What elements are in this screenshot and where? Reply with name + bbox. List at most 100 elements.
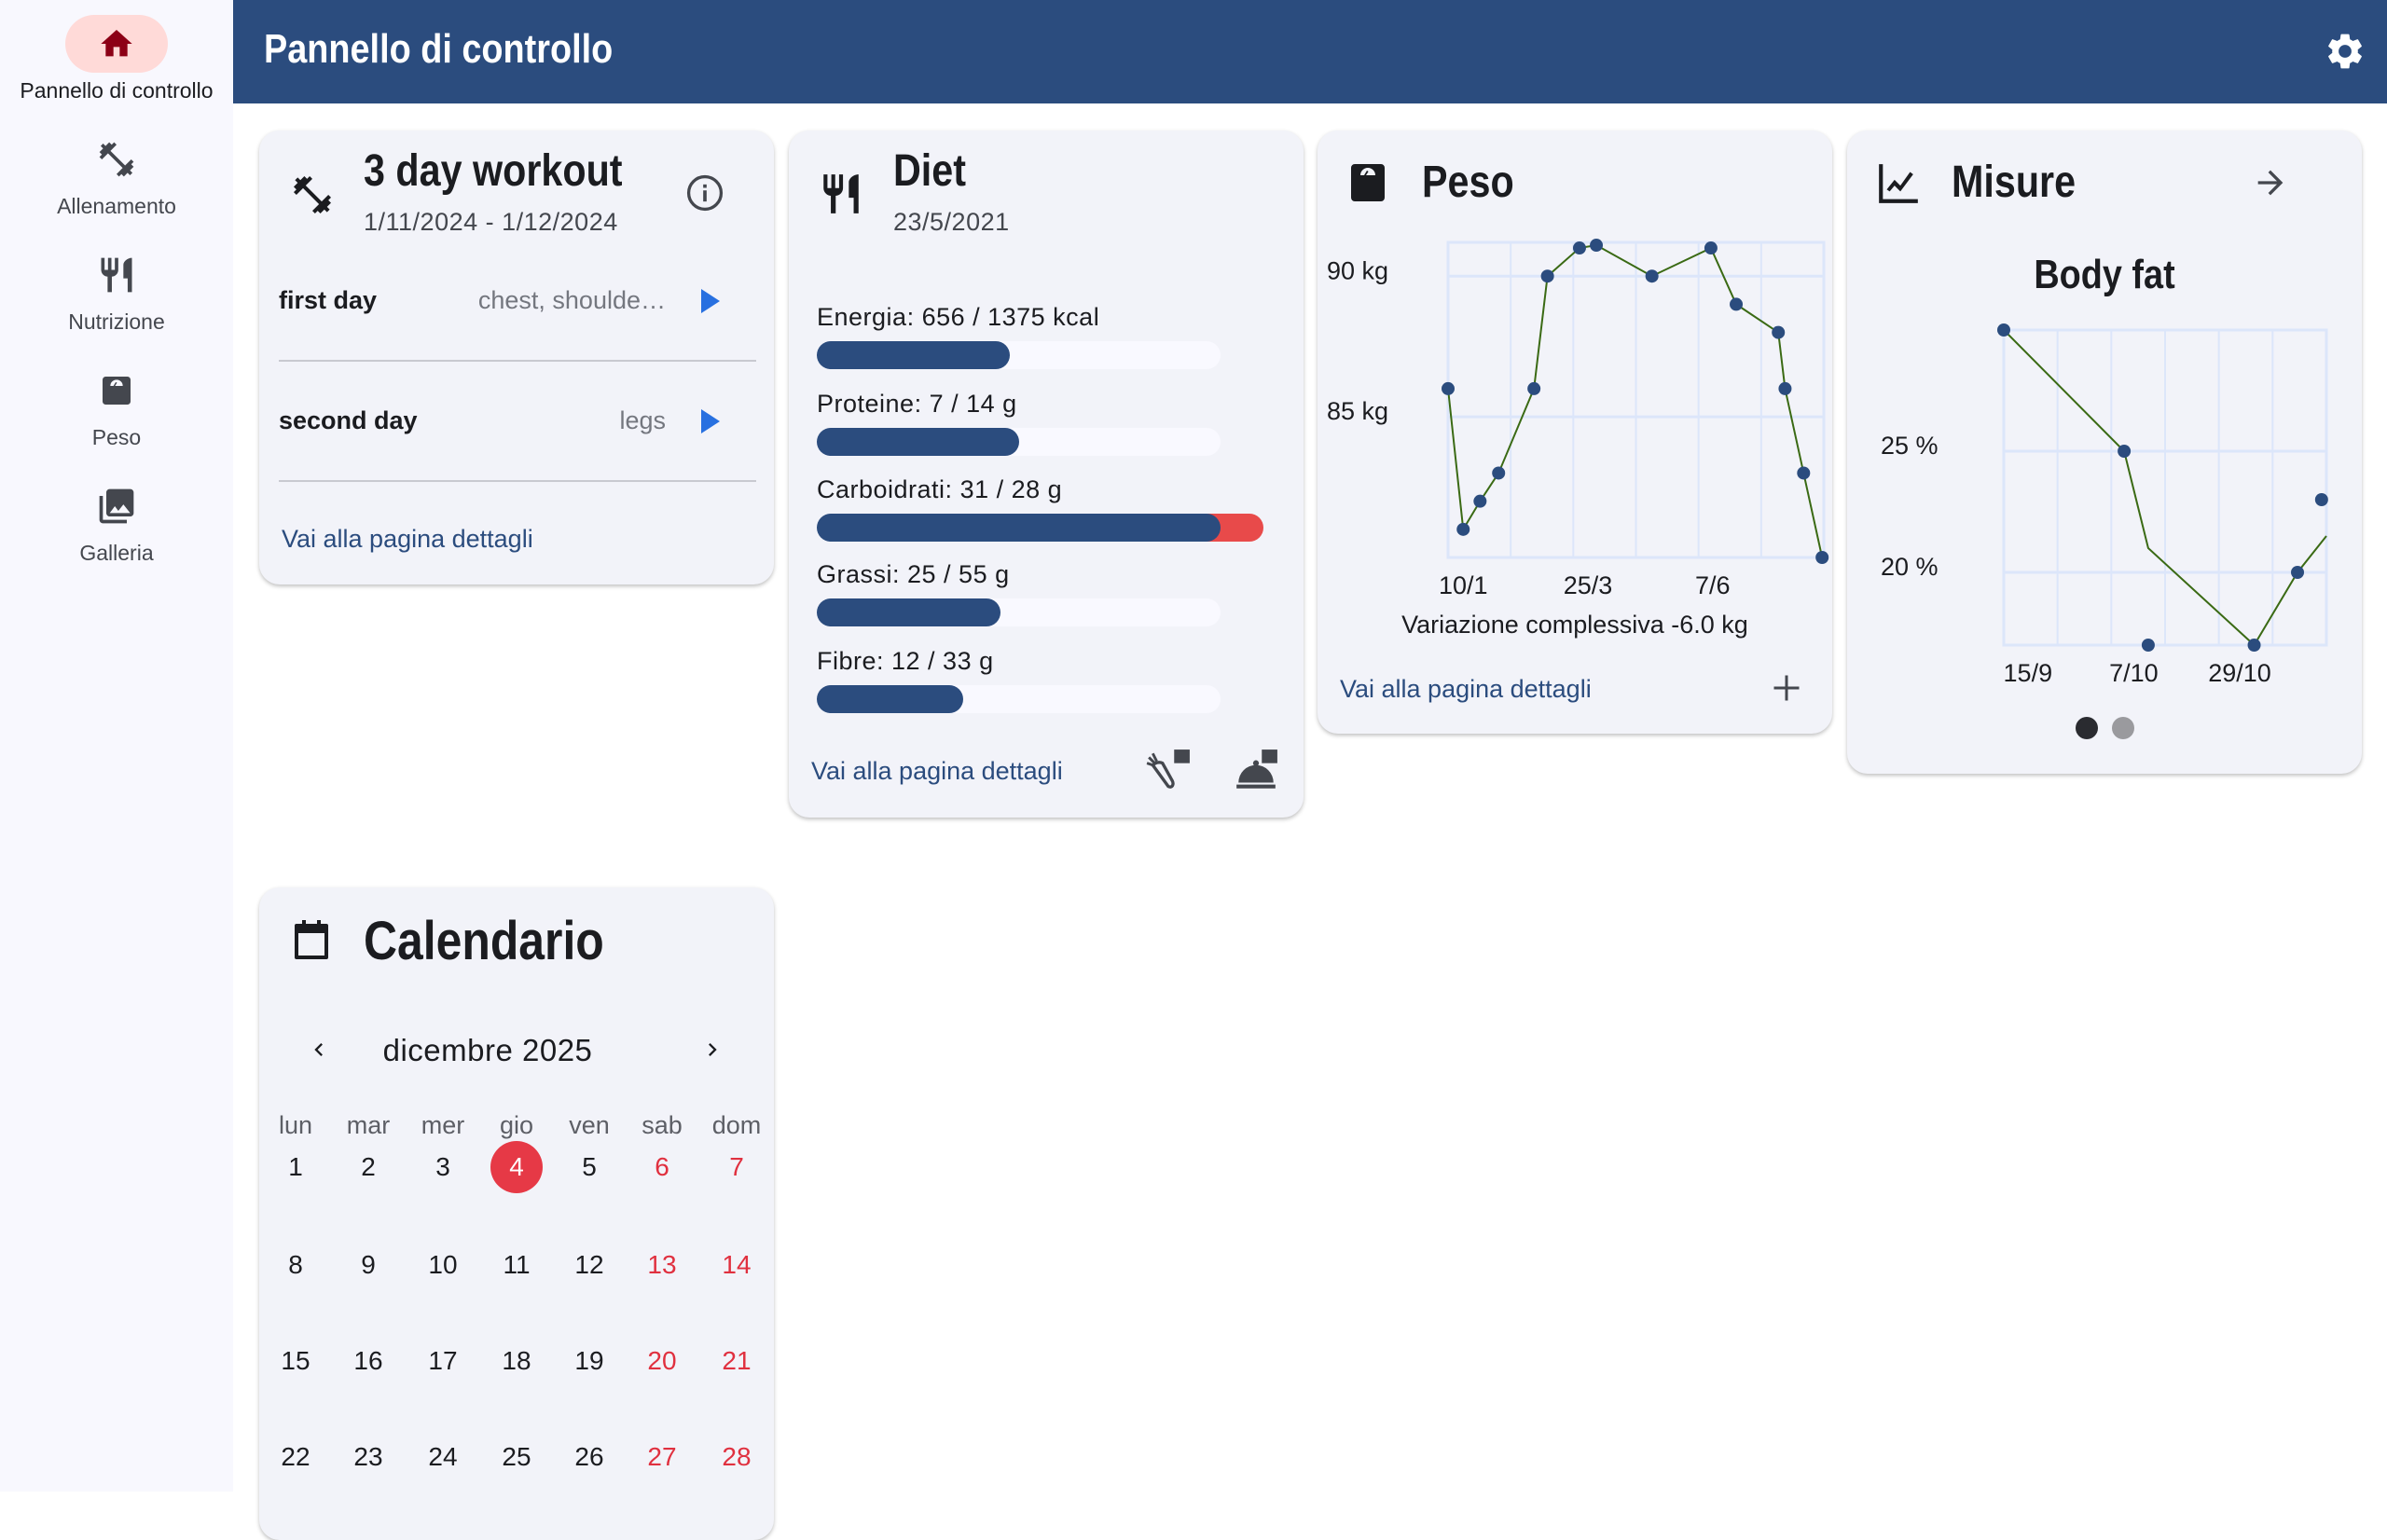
workout-details-link[interactable]: Vai alla pagina dettagli: [282, 525, 533, 553]
data-point: [2247, 639, 2261, 652]
nav-item-dashboard[interactable]: Pannello di controllo: [0, 15, 233, 103]
divider: [279, 360, 756, 362]
calendar-day[interactable]: 10: [428, 1250, 458, 1279]
previous-month-button[interactable]: [306, 1037, 332, 1063]
home-icon: [65, 15, 168, 73]
page-indicator-dot-active[interactable]: [2076, 717, 2098, 739]
data-point: [2291, 566, 2305, 579]
calendar-day[interactable]: 19: [574, 1346, 604, 1375]
calendar-day[interactable]: 28: [722, 1442, 752, 1471]
calendar-day[interactable]: 8: [288, 1250, 303, 1279]
nav-item-workout[interactable]: Allenamento: [0, 131, 233, 219]
add-meal-icon[interactable]: [1233, 748, 1279, 794]
y-tick-label: 90 kg: [1327, 256, 1388, 284]
next-month-button[interactable]: [699, 1037, 725, 1063]
settings-button[interactable]: [2324, 30, 2366, 77]
data-point: [1572, 241, 1586, 255]
divider: [279, 480, 756, 482]
dumbbell-icon: [294, 176, 331, 213]
weight-title: Peso: [1422, 158, 1514, 207]
nav-item-nutrition[interactable]: Nutrizione: [0, 246, 233, 335]
diet-details-link[interactable]: Vai alla pagina dettagli: [811, 757, 1063, 785]
arrow-forward-button[interactable]: [2252, 164, 2289, 201]
calendar-day[interactable]: 25: [502, 1442, 531, 1471]
calendar-day[interactable]: 17: [428, 1346, 458, 1375]
calendar-day[interactable]: 27: [647, 1442, 677, 1471]
measures-title: Misure: [1952, 158, 2077, 207]
data-point: [1815, 551, 1829, 564]
calendar-day[interactable]: 6: [655, 1152, 669, 1181]
measures-card: Misure Body fat 20 % 25 % 15/9 7/10 29/10: [1847, 131, 2362, 774]
progress-fill: [817, 514, 1221, 542]
x-tick-label: 29/10: [2208, 659, 2271, 687]
nav-item-weight[interactable]: Peso: [0, 362, 233, 450]
weekday-label: sab: [642, 1111, 683, 1139]
page-indicator-dot[interactable]: [2112, 717, 2134, 739]
calendar-day[interactable]: 24: [428, 1442, 458, 1471]
diet-card: Diet 23/5/2021 Energia: 656 / 1375 kcal P…: [789, 131, 1304, 818]
data-point: [1456, 522, 1470, 536]
calendar-day[interactable]: 7: [729, 1152, 744, 1181]
calendar-day[interactable]: 22: [281, 1442, 310, 1471]
dumbbell-icon: [65, 131, 168, 188]
data-point: [1778, 381, 1792, 395]
progress-fill: [817, 428, 1019, 456]
nutrient-progress-bar: [817, 598, 1221, 626]
data-point: [1442, 381, 1455, 395]
calendar-day[interactable]: 21: [722, 1346, 752, 1375]
app-bar: Pannello di controllo: [233, 0, 2387, 103]
weight-card: Peso 85 kg 90 kg 10/1 25/3 7/6 Variazione co…: [1318, 131, 1832, 734]
weight-details-link[interactable]: Vai alla pagina dettagli: [1340, 675, 1592, 703]
calendar-day[interactable]: 15: [281, 1346, 310, 1375]
x-tick-label: 7/6: [1695, 571, 1731, 597]
scale-icon: [65, 362, 168, 419]
play-icon[interactable]: [699, 407, 722, 435]
calendar-day-today[interactable]: 4: [490, 1141, 543, 1193]
calendar-day[interactable]: 26: [574, 1442, 604, 1471]
diet-date: 23/5/2021: [893, 208, 1010, 236]
calendar-day[interactable]: 1: [288, 1152, 303, 1181]
weekday-label: mer: [421, 1111, 465, 1139]
navigation-rail: Pannello di controllo Allenamento Nutriz…: [0, 0, 233, 1492]
calendar-day[interactable]: 14: [722, 1250, 752, 1279]
calendar-day[interactable]: 16: [353, 1346, 383, 1375]
workout-title: 3 day workout: [364, 146, 623, 196]
calendar-day[interactable]: 11: [503, 1250, 531, 1279]
calendar-day[interactable]: 3: [435, 1152, 450, 1181]
calendar-day[interactable]: 23: [353, 1442, 383, 1471]
weight-chart: 85 kg 90 kg 10/1 25/3 7/6: [1327, 239, 1829, 597]
nutrient-label: Proteine: 7 / 14 g: [817, 390, 1017, 418]
x-tick-label: 10/1: [1439, 571, 1488, 597]
workout-dates: 1/11/2024 - 1/12/2024: [364, 208, 618, 236]
workout-card: 3 day workout 1/11/2024 - 1/12/2024 firs…: [259, 131, 774, 584]
add-weight-button[interactable]: [1770, 671, 1803, 705]
data-point: [1590, 239, 1604, 253]
calendar-icon: [295, 920, 328, 959]
calendar-day[interactable]: 2: [361, 1152, 376, 1181]
calendar-day[interactable]: 13: [647, 1250, 677, 1279]
progress-fill: [817, 598, 1000, 626]
y-tick-label: 20 %: [1881, 553, 1939, 581]
calendar-day[interactable]: 20: [647, 1346, 677, 1375]
data-point: [1540, 269, 1554, 283]
weight-summary: Variazione complessiva -6.0 kg: [1401, 611, 1748, 639]
calendar-day[interactable]: 12: [574, 1250, 604, 1279]
calendar-day[interactable]: 9: [361, 1250, 376, 1279]
weekday-label: gio: [499, 1111, 534, 1139]
weekday-label: ven: [569, 1111, 610, 1139]
progress-fill: [817, 341, 1010, 369]
data-point: [1797, 466, 1811, 480]
calendar-day[interactable]: 5: [582, 1152, 597, 1181]
add-food-icon[interactable]: [1145, 748, 1192, 794]
data-point: [1997, 323, 2010, 337]
body-fat-chart: 20 % 25 % 15/9 7/10 29/10: [1881, 323, 2328, 687]
data-point: [1704, 241, 1718, 255]
calendar-day[interactable]: 18: [502, 1346, 531, 1375]
nav-item-gallery[interactable]: Galleria: [0, 477, 233, 566]
nutrient-label: Grassi: 25 / 55 g: [817, 560, 1010, 588]
play-icon[interactable]: [699, 287, 722, 315]
diet-title: Diet: [893, 146, 966, 196]
trending-chart-icon: [1879, 164, 1918, 203]
info-button[interactable]: [684, 172, 725, 213]
calendar-card: Calendario dicembre 2025 lun mar mer gio ven…: [259, 887, 774, 1540]
